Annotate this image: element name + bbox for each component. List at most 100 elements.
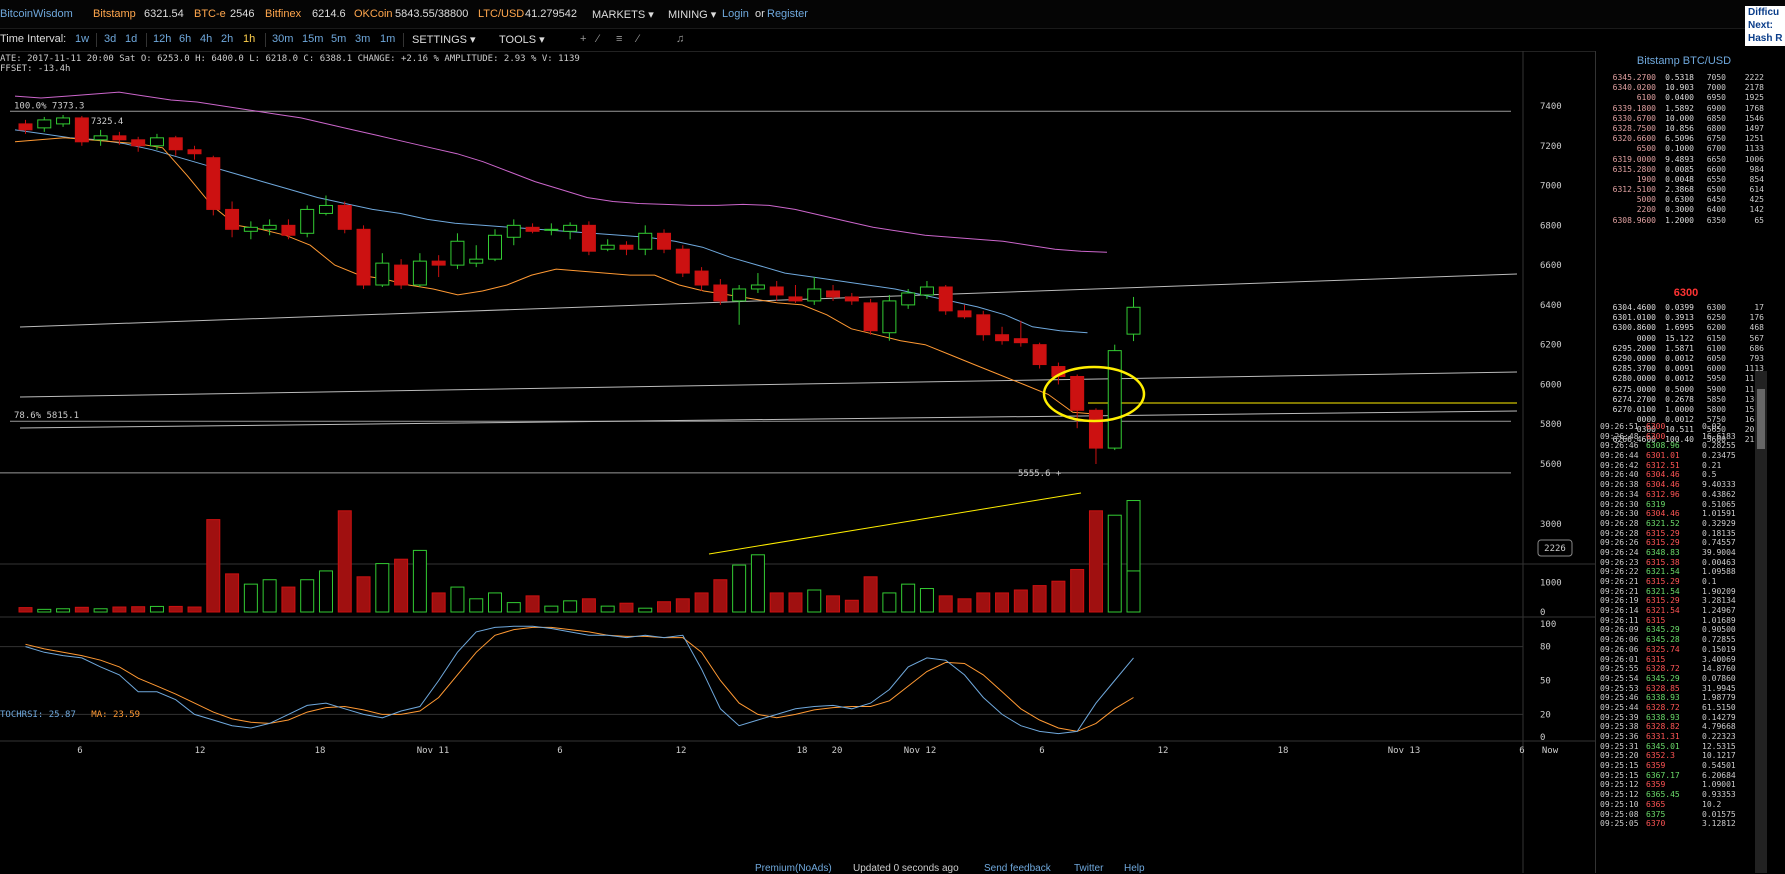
trade-price: 6312.51 bbox=[1646, 460, 1680, 470]
footer-premium-link[interactable]: Premium(NoAds) bbox=[755, 863, 832, 874]
orderbook-row: 6319.0000 9.4893 6650 1006 bbox=[1600, 155, 1764, 165]
trade-time: 09:25:15 bbox=[1600, 761, 1639, 771]
settings-dropdown[interactable]: SETTINGS ▾ bbox=[412, 34, 476, 46]
candle-body bbox=[318, 204, 333, 214]
footer-twitter-link[interactable]: Twitter bbox=[1074, 863, 1104, 874]
interval-1d[interactable]: 1d bbox=[125, 33, 138, 45]
orderbook-cell: 6000 bbox=[1706, 364, 1726, 374]
orderbook-cell: 1925 bbox=[1744, 93, 1764, 103]
time-tick-label: 6 bbox=[1039, 746, 1044, 756]
site-logo[interactable]: BitcoinWisdom bbox=[0, 8, 73, 20]
trade-amount: 10.1217 bbox=[1702, 751, 1736, 761]
interval-15m[interactable]: 15m bbox=[302, 33, 324, 45]
volume-bar bbox=[1070, 568, 1085, 613]
candle-body bbox=[206, 157, 221, 210]
price-chart[interactable]: 100.0% 7373.3 78.6% 5815.1 5555.6 + + 7325.… bbox=[0, 51, 1595, 873]
stochrsi-value: TOCHRSI: 25.87 bbox=[0, 710, 76, 720]
interval-1h[interactable]: 1h bbox=[243, 33, 256, 45]
trade-amount: 9.40333 bbox=[1702, 480, 1736, 490]
mining-menu[interactable]: MINING ▾ bbox=[668, 9, 717, 21]
trade-amount: 12.5315 bbox=[1702, 741, 1736, 751]
orderbook-cell: 9.4893 bbox=[1665, 154, 1694, 164]
trade-row: 09:26:14 6321.54 1.24967 bbox=[1600, 606, 1764, 616]
markets-menu[interactable]: MARKETS ▾ bbox=[592, 9, 654, 21]
interval-2h[interactable]: 2h bbox=[221, 33, 234, 45]
scrollbar-thumb[interactable] bbox=[1757, 389, 1765, 449]
interval-3m[interactable]: 3m bbox=[355, 33, 371, 45]
candle-body bbox=[826, 290, 841, 298]
orderbook-cell: 6900 bbox=[1706, 103, 1726, 113]
exchange-ltcusd[interactable]: LTC/USD bbox=[478, 8, 525, 20]
interval-4h[interactable]: 4h bbox=[200, 33, 213, 45]
trade-time: 09:26:11 bbox=[1600, 615, 1639, 625]
footer-feedback-link[interactable]: Send feedback bbox=[984, 863, 1051, 874]
exchange-bitfinex-price: 6214.6 bbox=[312, 8, 346, 20]
orderbook-cell: 0.0012 bbox=[1665, 353, 1694, 363]
trade-time: 09:26:51 bbox=[1600, 422, 1639, 431]
orderbook-cell: 6301.0100 bbox=[1612, 313, 1656, 323]
price-tick-label: 6800 bbox=[1540, 221, 1562, 231]
orderbook-cell: 1.6995 bbox=[1665, 323, 1694, 333]
orderbook-cell: 6330.6700 bbox=[1612, 113, 1656, 123]
volume-bar bbox=[112, 606, 127, 613]
login-link[interactable]: Login bbox=[722, 8, 749, 20]
trendline-icon[interactable]: ⁄ bbox=[597, 33, 599, 45]
trades-scrollbar[interactable] bbox=[1755, 371, 1767, 873]
candle-body bbox=[469, 258, 484, 264]
trade-time: 09:26:42 bbox=[1600, 460, 1639, 470]
interval-5m[interactable]: 5m bbox=[331, 33, 347, 45]
interval-1m[interactable]: 1m bbox=[380, 33, 396, 45]
candle-body bbox=[281, 224, 296, 236]
trade-time: 09:26:06 bbox=[1600, 644, 1639, 654]
alert-bell-icon[interactable]: ♫ bbox=[676, 33, 685, 45]
volume-bar bbox=[74, 606, 89, 613]
orderbook-cell: 6308.9600 bbox=[1612, 215, 1656, 225]
register-link[interactable]: Register bbox=[767, 8, 808, 20]
candle-body bbox=[901, 292, 916, 306]
footer-help-link[interactable]: Help bbox=[1124, 863, 1145, 874]
orderbook-cell: 100.40 bbox=[1665, 435, 1694, 445]
interval-12h[interactable]: 12h bbox=[153, 33, 172, 45]
orderbook-cell: 6.5096 bbox=[1665, 134, 1694, 144]
exchange-bitstamp[interactable]: Bitstamp bbox=[93, 8, 136, 20]
orderbook-cell: 0.0091 bbox=[1665, 364, 1694, 374]
stoch-tick-label: 0 bbox=[1540, 733, 1545, 743]
trade-amount: 0.07860 bbox=[1702, 673, 1736, 683]
fib-tool-icon[interactable]: ⁄ bbox=[637, 33, 639, 45]
trade-row: 09:26:30 6319 0.51065 bbox=[1600, 500, 1764, 510]
trade-time: 09:25:44 bbox=[1600, 702, 1639, 712]
horizontal-lines-icon[interactable]: ≡ bbox=[616, 33, 623, 45]
trade-amount: 10.2 bbox=[1702, 799, 1722, 809]
trade-row: 09:26:28 6321.52 0.32929 bbox=[1600, 519, 1764, 529]
exchange-okcoin[interactable]: OKCoin bbox=[354, 8, 393, 20]
interval-1w[interactable]: 1w bbox=[75, 33, 90, 45]
orderbook-cell: 6315.2800 bbox=[1612, 164, 1656, 174]
orderbook-row: 6300.8600 1.6995 6200 468 bbox=[1600, 323, 1764, 333]
candle-body bbox=[581, 224, 596, 252]
trade-row: 09:26:51 6300 0.02 bbox=[1600, 422, 1764, 432]
orderbook-cell: 0.6300 bbox=[1665, 195, 1694, 205]
interval-6h[interactable]: 6h bbox=[179, 33, 192, 45]
exchange-bitfinex[interactable]: Bitfinex bbox=[265, 8, 302, 20]
trade-price: 6328.72 bbox=[1646, 702, 1680, 712]
trade-price: 6315.38 bbox=[1646, 557, 1680, 567]
trade-row: 09:26:44 6301.01 0.23475 bbox=[1600, 451, 1764, 461]
candle-body bbox=[356, 228, 371, 286]
orderbook-cell: 6300.8600 bbox=[1612, 323, 1656, 333]
trade-row: 09:26:06 6325.74 0.15019 bbox=[1600, 645, 1764, 655]
tools-dropdown[interactable]: TOOLS ▾ bbox=[499, 34, 545, 46]
trade-amount: 0.14279 bbox=[1702, 712, 1736, 722]
crosshair-icon[interactable]: + bbox=[580, 33, 587, 45]
orderbook-cell: 2178 bbox=[1744, 83, 1764, 93]
candle-body bbox=[506, 224, 521, 238]
trade-amount: 0.43862 bbox=[1702, 489, 1736, 499]
trade-time: 09:26:28 bbox=[1600, 518, 1639, 528]
trade-amount: 39.9004 bbox=[1702, 547, 1736, 557]
exchange-btce[interactable]: BTC-e bbox=[194, 8, 226, 20]
interval-30m[interactable]: 30m bbox=[272, 33, 294, 45]
orderbook-cell: 0.5318 bbox=[1665, 73, 1694, 82]
stoch-tick-label: 80 bbox=[1540, 643, 1551, 653]
orderbook-cell: 10.856 bbox=[1665, 123, 1694, 133]
interval-3d[interactable]: 3d bbox=[104, 33, 117, 45]
orderbook-cell: 1.5871 bbox=[1665, 343, 1694, 353]
